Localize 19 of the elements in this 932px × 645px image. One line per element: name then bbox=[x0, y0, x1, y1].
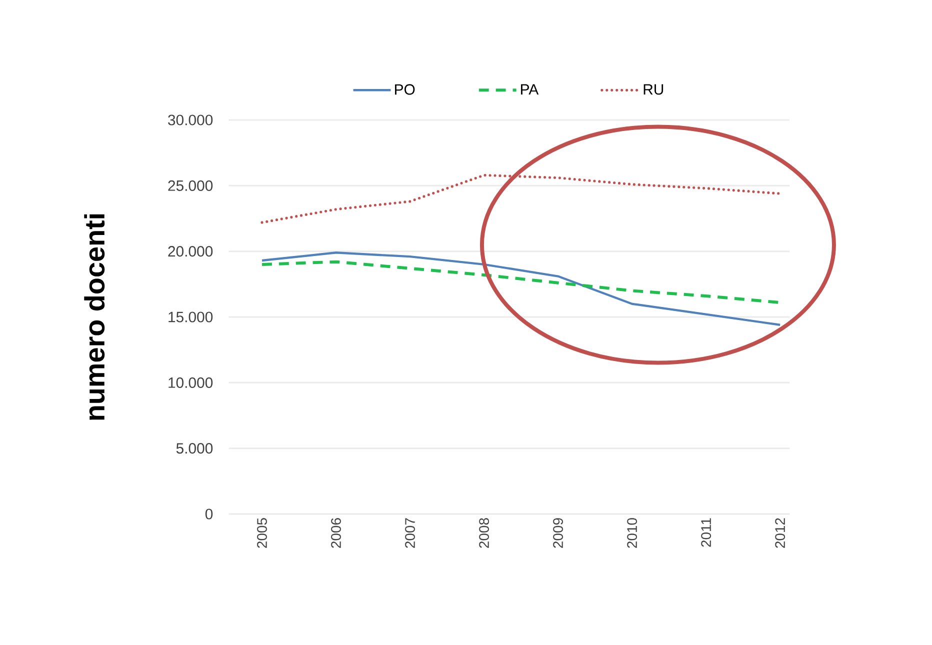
legend-label: RU bbox=[644, 84, 664, 95]
legend-label: PA bbox=[521, 84, 539, 95]
y-tick-label: 5.000 bbox=[176, 443, 213, 454]
x-tick-label: 2009 bbox=[553, 518, 563, 548]
y-tick-label: 20.000 bbox=[168, 246, 213, 257]
y-tick-label: 15.000 bbox=[168, 312, 213, 322]
x-tick-label: 2005 bbox=[257, 518, 267, 548]
x-tick-label: 2012 bbox=[775, 518, 786, 548]
y-tick-label: 30.000 bbox=[168, 114, 213, 126]
x-tick-label: 2010 bbox=[627, 518, 638, 548]
y-tick-label: 10.000 bbox=[168, 377, 213, 388]
x-tick-label: 2006 bbox=[331, 518, 341, 548]
y-axis-title: numero docenti bbox=[84, 214, 105, 420]
x-tick-label: 2007 bbox=[405, 518, 415, 548]
legend-label: PO bbox=[395, 84, 415, 95]
x-tick-label: 2008 bbox=[479, 518, 489, 548]
y-tick-label: 25.000 bbox=[168, 180, 213, 191]
y-tick-label: 0 bbox=[205, 508, 213, 520]
x-tick-label: 2011 bbox=[701, 518, 712, 547]
